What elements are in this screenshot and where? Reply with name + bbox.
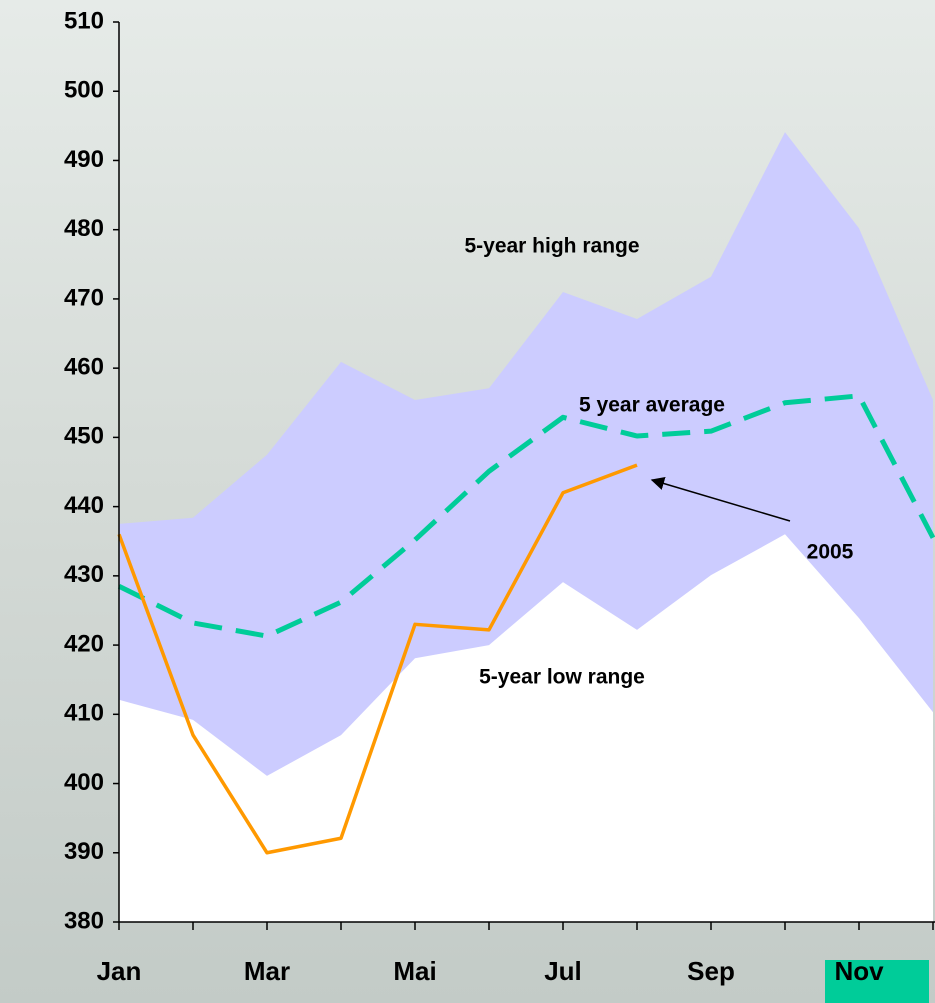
x-tick-label: Mai [393, 956, 436, 986]
annotation: 5-year high range [464, 235, 639, 258]
y-tick-label: 510 [64, 7, 104, 34]
plot [117, 132, 935, 923]
y-tick-label: 420 [64, 630, 104, 657]
y-tick-label: 430 [64, 561, 104, 588]
line [117, 463, 638, 855]
y-tick-label: 380 [64, 907, 104, 934]
decoration [825, 960, 929, 1003]
y-tick-label: 440 [64, 492, 104, 519]
x-tick-label: Mar [244, 956, 290, 986]
y-tick-label: 410 [64, 700, 104, 727]
arrow [650, 476, 791, 522]
y-tick-label: 470 [64, 284, 104, 311]
x-tick-label: Nov [834, 956, 884, 986]
y-tick-label: 480 [64, 215, 104, 242]
annotation: 5 year average [579, 394, 725, 417]
x-tick-label: Sep [687, 956, 735, 986]
area [119, 534, 933, 922]
x-tick-label: Jan [97, 956, 142, 986]
annotation: 5-year low range [479, 666, 645, 689]
x-tick-label: Jul [544, 956, 582, 986]
y-tick-label: 500 [64, 77, 104, 104]
annotation: 2005 [807, 541, 854, 564]
y-tick-label: 450 [64, 423, 104, 450]
y-tick-label: 390 [64, 838, 104, 865]
y-tick-label: 490 [64, 146, 104, 173]
line [117, 393, 935, 639]
y-tick-label: 460 [64, 353, 104, 380]
y-tick-label: 400 [64, 769, 104, 796]
